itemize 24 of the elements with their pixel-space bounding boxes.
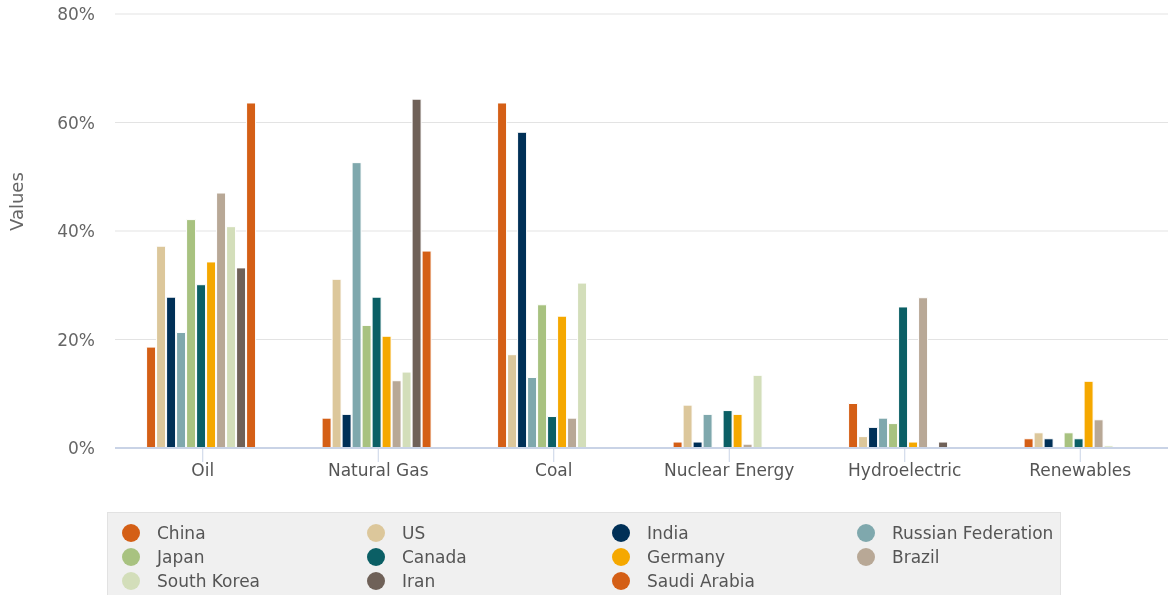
legend-label: China <box>157 522 206 543</box>
y-tick-label: 80% <box>57 4 95 25</box>
legend-label: South Korea <box>157 570 261 591</box>
legend-label: Japan <box>157 546 205 567</box>
x-tick-label: Coal <box>535 460 573 481</box>
legend-label: Iran <box>402 570 436 591</box>
legend-label: Brazil <box>892 546 940 567</box>
legend-label: US <box>402 522 426 543</box>
x-tick-label: Renewables <box>1029 460 1132 481</box>
x-tick-label: Oil <box>191 460 215 481</box>
legend-label: Germany <box>647 546 726 567</box>
x-tick-label: Natural Gas <box>327 460 429 481</box>
y-tick-label: 40% <box>57 221 95 242</box>
y-tick-label: 20% <box>57 329 95 350</box>
legend-label: Russian Federation <box>892 522 1054 543</box>
x-tick-label: Hydroelectric <box>848 460 962 481</box>
x-tick-label: Nuclear Energy <box>664 460 795 481</box>
y-tick-label: 60% <box>57 112 95 133</box>
legend-label: Canada <box>402 546 467 567</box>
y-axis-title: Values <box>6 172 28 231</box>
legend-label: India <box>647 522 689 543</box>
y-tick-label: 0% <box>68 438 95 459</box>
bar <box>938 441 949 448</box>
legend-label: Saudi Arabia <box>647 570 755 591</box>
